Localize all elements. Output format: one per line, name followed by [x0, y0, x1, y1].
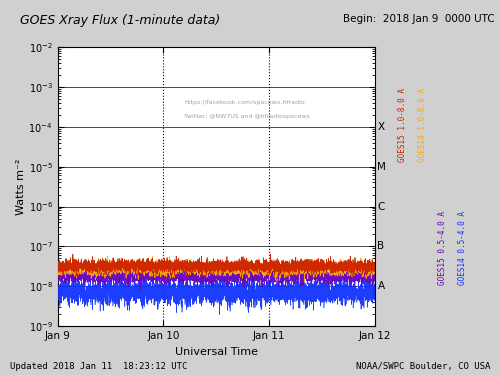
X-axis label: Universal Time: Universal Time: [175, 346, 258, 357]
Text: Begin:  2018 Jan 9  0000 UTC: Begin: 2018 Jan 9 0000 UTC: [344, 14, 495, 24]
Text: GOES14 1.0-8.0 A: GOES14 1.0-8.0 A: [418, 88, 427, 162]
Text: A: A: [378, 281, 384, 291]
Text: https://facebook.com/spacewx.hfradio: https://facebook.com/spacewx.hfradio: [184, 100, 305, 105]
Text: GOES15 1.0-8.0 A: GOES15 1.0-8.0 A: [398, 88, 407, 162]
Text: GOES Xray Flux (1-minute data): GOES Xray Flux (1-minute data): [20, 14, 220, 27]
Text: C: C: [378, 201, 385, 211]
Text: Twitter: @NW7US and @hfradiospacews: Twitter: @NW7US and @hfradiospacews: [184, 114, 310, 119]
Text: GOES15 0.5-4.0 A: GOES15 0.5-4.0 A: [438, 211, 447, 285]
Y-axis label: Watts m⁻²: Watts m⁻²: [16, 158, 26, 215]
Text: X: X: [378, 122, 384, 132]
Text: NOAA/SWPC Boulder, CO USA: NOAA/SWPC Boulder, CO USA: [356, 362, 490, 371]
Text: M: M: [378, 162, 386, 172]
Text: Updated 2018 Jan 11  18:23:12 UTC: Updated 2018 Jan 11 18:23:12 UTC: [10, 362, 188, 371]
Text: B: B: [378, 242, 384, 251]
Text: GOES14 0.5-4.0 A: GOES14 0.5-4.0 A: [458, 211, 467, 285]
